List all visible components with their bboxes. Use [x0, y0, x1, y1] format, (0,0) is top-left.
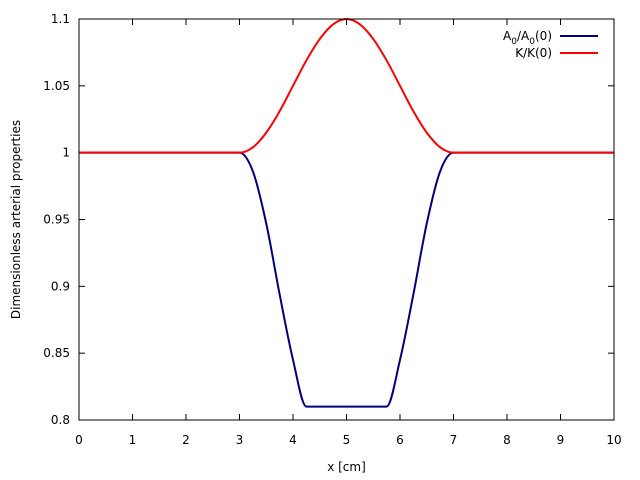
x-tick-label: 10: [606, 433, 621, 447]
x-tick-label: 5: [343, 433, 351, 447]
ticks-layer: [78, 18, 615, 421]
y-axis-label: Dimensionless arterial properties: [9, 120, 23, 319]
x-tick-label: 6: [396, 433, 404, 447]
x-tick-label: 3: [236, 433, 244, 447]
x-axis-label: x [cm]: [327, 460, 366, 474]
series-line-0: [78, 151, 614, 408]
series-layer: [78, 18, 614, 408]
y-tick-label: 0.9: [51, 279, 70, 293]
legend: A0/A0(0)K/K(0): [503, 29, 598, 60]
x-tick-label: 1: [129, 433, 137, 447]
legend-label-1: K/K(0): [515, 46, 552, 60]
tick-labels-layer: 0 1 2 3 4 5 6 7 8 9 10 0.8 0.85 0.9 0.95 1 1.05 1.1: [43, 12, 621, 447]
x-tick-label: 2: [182, 433, 190, 447]
x-tick-label: 0: [75, 433, 83, 447]
legend-label-0: A0/A0(0): [503, 29, 552, 47]
plot-frame: [78, 18, 615, 421]
y-tick-label: 1: [62, 146, 70, 160]
y-tick-label: 0.95: [43, 213, 70, 227]
y-tick-label: 0.8: [51, 413, 70, 427]
x-tick-label: 7: [450, 433, 458, 447]
y-tick-label: 0.85: [43, 346, 70, 360]
y-tick-label: 1.05: [43, 79, 70, 93]
y-tick-label: 1.1: [51, 12, 70, 26]
x-tick-label: 9: [557, 433, 565, 447]
x-tick-label: 4: [289, 433, 297, 447]
x-tick-label: 8: [503, 433, 511, 447]
